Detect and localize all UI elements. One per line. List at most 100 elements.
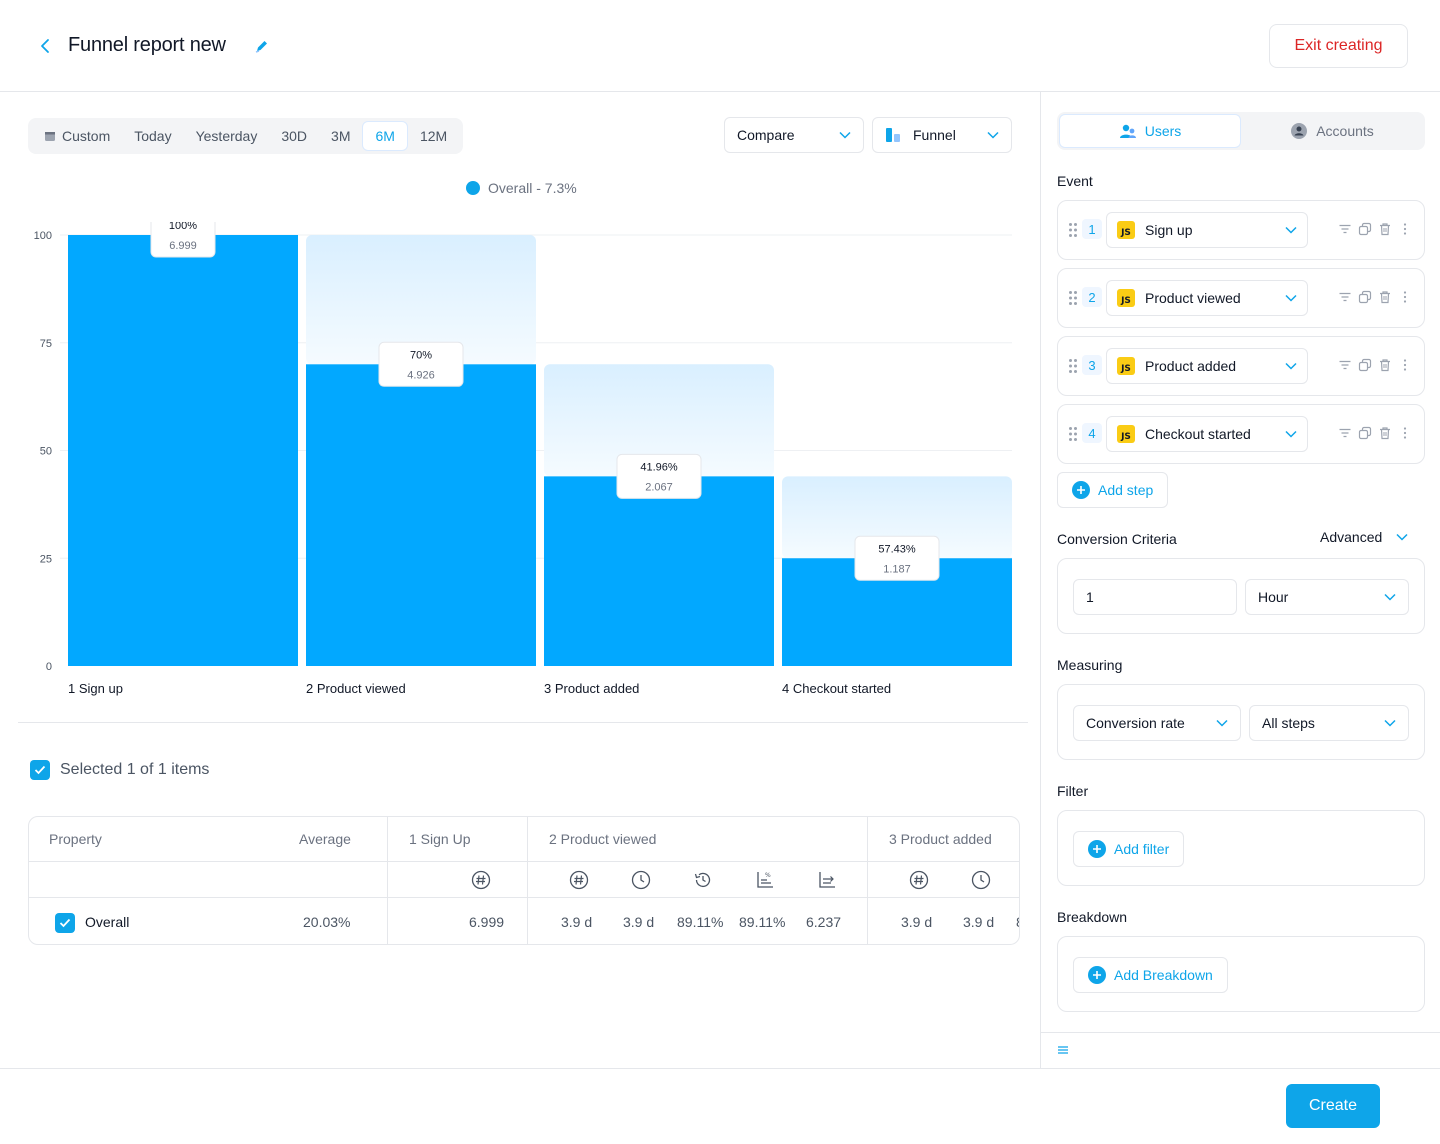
more-vertical-icon[interactable] xyxy=(1398,358,1412,372)
plus-icon xyxy=(1088,966,1106,984)
funnel-bar xyxy=(68,235,298,666)
header-average[interactable]: Average xyxy=(299,831,351,847)
add-step-button[interactable]: Add step xyxy=(1057,472,1169,508)
more-vertical-icon[interactable] xyxy=(1398,290,1412,304)
window-value-input[interactable]: 1 xyxy=(1073,579,1237,615)
tab-users-label: Users xyxy=(1144,123,1182,139)
header-step3[interactable]: 3 Product added xyxy=(889,831,992,847)
plus-icon xyxy=(1072,481,1090,499)
row-average: 20.03% xyxy=(303,914,351,930)
trash-icon[interactable] xyxy=(1378,222,1392,236)
table-col-divider xyxy=(387,817,388,944)
range-yesterday[interactable]: Yesterday xyxy=(195,128,258,144)
event-select[interactable]: JS Sign up xyxy=(1106,212,1308,248)
range-custom-label: Custom xyxy=(62,128,111,144)
clock-icon[interactable] xyxy=(631,870,651,890)
tab-accounts-label: Accounts xyxy=(1316,123,1374,139)
event-select[interactable]: JS Checkout started xyxy=(1106,416,1308,452)
window-value: 1 xyxy=(1086,589,1094,605)
check-icon xyxy=(34,765,46,775)
more-vertical-icon[interactable] xyxy=(1398,222,1412,236)
window-unit-select[interactable]: Hour xyxy=(1245,579,1409,615)
event-select[interactable]: JS Product viewed xyxy=(1106,280,1308,316)
js-event-icon: JS xyxy=(1117,425,1135,443)
chart-legend[interactable]: Overall - 7.3% xyxy=(466,180,577,196)
create-button[interactable]: Create xyxy=(1286,1084,1380,1128)
range-3m[interactable]: 3M xyxy=(331,128,351,144)
event-name: Product added xyxy=(1145,358,1237,374)
header-step1[interactable]: 1 Sign Up xyxy=(409,831,471,847)
select-all-checkbox[interactable] xyxy=(30,760,50,780)
compare-label: Compare xyxy=(737,127,795,143)
funnel-chart-icon xyxy=(886,128,900,142)
svg-text:%: % xyxy=(765,872,771,879)
drag-handle-icon[interactable] xyxy=(1068,426,1078,442)
measuring-section-title: Measuring xyxy=(1057,657,1123,673)
drag-handle-icon[interactable] xyxy=(1068,222,1078,238)
event-name: Checkout started xyxy=(1145,426,1251,442)
filter-lines-icon[interactable] xyxy=(1338,290,1352,304)
duplicate-icon[interactable] xyxy=(1358,358,1372,372)
data-label: 41.96% 2.067 xyxy=(616,453,702,499)
exit-creating-button[interactable]: Exit creating xyxy=(1269,24,1408,68)
range-12m[interactable]: 12M xyxy=(419,128,448,144)
percent-chart-icon[interactable]: % xyxy=(755,870,775,890)
range-today[interactable]: Today xyxy=(134,128,172,144)
range-6m[interactable]: 6M xyxy=(362,121,408,151)
chevron-down-icon xyxy=(1384,593,1396,601)
filter-lines-icon[interactable] xyxy=(1338,222,1352,236)
step-actions xyxy=(1338,426,1412,440)
trend-chart-icon[interactable] xyxy=(817,870,837,890)
count-icon[interactable] xyxy=(569,870,589,890)
header-property[interactable]: Property xyxy=(49,831,102,847)
add-filter-button[interactable]: Add filter xyxy=(1073,831,1185,867)
report-canvas: Custom Today Yesterday 30D 3M 6M 12M Com… xyxy=(0,92,1040,1068)
js-event-icon: JS xyxy=(1117,357,1135,375)
history-icon[interactable] xyxy=(693,870,713,890)
filter-lines-icon[interactable] xyxy=(1338,426,1352,440)
header-step2[interactable]: 2 Product viewed xyxy=(549,831,657,847)
trash-icon[interactable] xyxy=(1378,290,1392,304)
range-custom[interactable]: Custom xyxy=(32,121,122,151)
measure-steps: All steps xyxy=(1262,715,1315,731)
tab-users[interactable]: Users xyxy=(1059,114,1241,148)
count-icon[interactable] xyxy=(471,870,491,890)
y-tick-label: 0 xyxy=(46,661,52,673)
measure-metric-select[interactable]: Conversion rate xyxy=(1073,705,1241,741)
add-breakdown-button[interactable]: Add Breakdown xyxy=(1073,957,1228,993)
range-30d[interactable]: 30D xyxy=(281,128,308,144)
compare-select[interactable]: Compare xyxy=(724,117,864,153)
event-select[interactable]: JS Product added xyxy=(1106,348,1308,384)
row-step3-value: 3.9 d xyxy=(901,914,933,930)
dropoff-bar xyxy=(544,364,774,477)
selection-label: Selected 1 of 1 items xyxy=(60,761,210,778)
chevron-down-icon xyxy=(1285,362,1297,370)
drag-handle-icon[interactable] xyxy=(1068,290,1078,306)
data-label-count: 2.067 xyxy=(645,481,673,493)
chart-type-select[interactable]: Funnel xyxy=(872,117,1012,153)
trash-icon[interactable] xyxy=(1378,358,1392,372)
duplicate-icon[interactable] xyxy=(1358,222,1372,236)
measure-steps-select[interactable]: All steps xyxy=(1249,705,1409,741)
chevron-down-icon xyxy=(1285,294,1297,302)
js-event-icon: JS xyxy=(1117,289,1135,307)
row-checkbox[interactable] xyxy=(55,913,75,933)
data-label-percent: 70% xyxy=(410,349,432,361)
pencil-edit-icon[interactable] xyxy=(253,37,271,55)
more-vertical-icon[interactable] xyxy=(1398,426,1412,440)
tab-accounts[interactable]: Accounts xyxy=(1241,114,1423,148)
chevron-down-icon xyxy=(1396,533,1408,541)
drag-handle-icon[interactable] xyxy=(1068,358,1078,374)
count-icon[interactable] xyxy=(909,870,929,890)
back-arrow-icon[interactable] xyxy=(34,34,56,58)
collapse-menu-icon[interactable] xyxy=(1057,1044,1069,1056)
filter-lines-icon[interactable] xyxy=(1338,358,1352,372)
duplicate-icon[interactable] xyxy=(1358,290,1372,304)
advanced-toggle[interactable]: Advanced xyxy=(1320,529,1408,545)
clock-icon[interactable] xyxy=(971,870,991,890)
conversion-window-box: 1 Hour xyxy=(1057,558,1425,634)
chevron-down-icon xyxy=(987,131,999,139)
trash-icon[interactable] xyxy=(1378,426,1392,440)
duplicate-icon[interactable] xyxy=(1358,426,1372,440)
chevron-down-icon xyxy=(1285,226,1297,234)
